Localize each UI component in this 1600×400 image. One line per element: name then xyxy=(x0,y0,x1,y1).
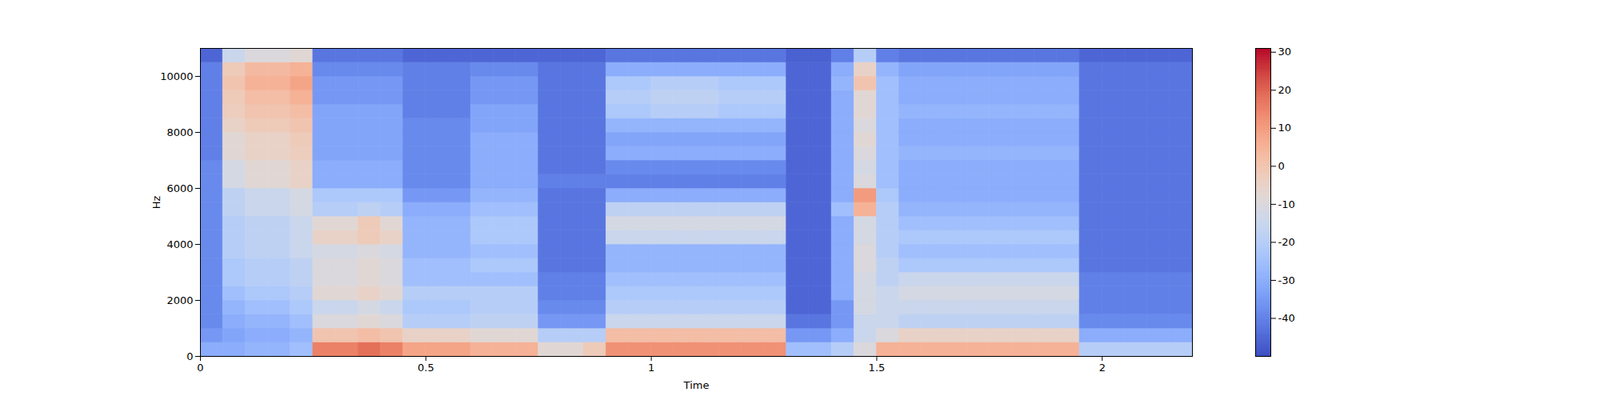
svg-text:20: 20 xyxy=(1278,84,1292,96)
svg-text:1.5: 1.5 xyxy=(868,361,886,374)
svg-text:-10: -10 xyxy=(1278,198,1296,211)
svg-text:-30: -30 xyxy=(1278,274,1296,287)
svg-text:10: 10 xyxy=(1278,121,1292,134)
svg-text:10000: 10000 xyxy=(160,70,193,83)
svg-text:Time: Time xyxy=(683,379,710,392)
svg-text:2000: 2000 xyxy=(166,294,193,307)
svg-text:0.5: 0.5 xyxy=(417,361,435,374)
svg-text:2: 2 xyxy=(1099,361,1106,374)
svg-text:8000: 8000 xyxy=(166,126,193,139)
svg-text:Hz: Hz xyxy=(150,196,163,210)
svg-text:6000: 6000 xyxy=(166,182,193,195)
svg-text:30: 30 xyxy=(1278,45,1292,58)
svg-text:-40: -40 xyxy=(1278,312,1296,324)
svg-text:-20: -20 xyxy=(1278,236,1296,248)
svg-text:0: 0 xyxy=(196,361,204,374)
svg-text:0: 0 xyxy=(186,350,193,363)
svg-text:1: 1 xyxy=(648,361,655,374)
svg-text:0: 0 xyxy=(1278,160,1285,172)
svg-text:4000: 4000 xyxy=(166,238,193,251)
